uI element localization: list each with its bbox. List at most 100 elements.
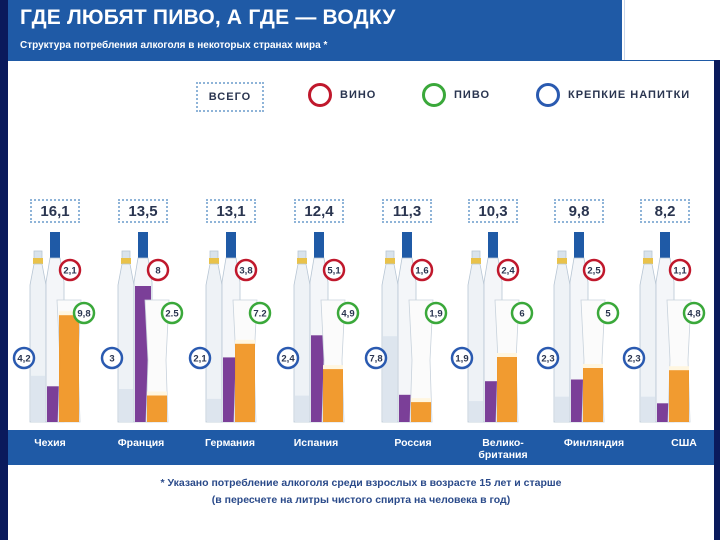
spirits-value-russia-label: 7,8 <box>369 354 382 365</box>
wine-value-france-label: 8 <box>155 266 160 277</box>
beer-value-germany-ring <box>248 301 272 325</box>
footnote-line2: (в пересчете на литры чистого спирта на … <box>211 494 511 506</box>
beer-foam-uk <box>497 353 517 357</box>
beer-value-france-ring <box>160 301 184 325</box>
wine-value-finland-label: 2,5 <box>587 266 601 277</box>
wine-value-usa-label: 1,1 <box>673 266 687 277</box>
beer-fill-finland <box>583 367 603 422</box>
header-banner: ГДЕ ЛЮБЯТ ПИВО, А ГДЕ — ВОДКУ Структура … <box>8 0 622 60</box>
beer-value-germany-label: 7.2 <box>253 309 266 320</box>
spirits-fill-usa <box>641 396 655 422</box>
header-right-panel <box>624 0 720 60</box>
wine-value-russia-label: 1,6 <box>415 266 428 277</box>
beer-foam-finland <box>583 364 603 368</box>
wine-cork-spain <box>314 232 324 258</box>
footnote: * Указано потребление алкоголя среди взр… <box>8 475 714 509</box>
spirits-fill-germany <box>207 398 221 422</box>
country-spain: Испания <box>293 437 339 449</box>
beer-value-finland-label: 5 <box>605 309 611 320</box>
spirits-cap-usa <box>643 258 653 264</box>
spirits-value-france-ring <box>100 346 124 370</box>
spirits-value-czech-label: 4,2 <box>17 354 30 365</box>
spirits-value-uk-label: 1,9 <box>455 354 468 365</box>
spirits-value-russia-ring <box>364 346 388 370</box>
beer-value-spain-ring <box>336 301 360 325</box>
wine-cork-germany <box>226 232 236 258</box>
beer-glass-russia <box>408 299 434 423</box>
country-france: Франция <box>117 437 165 449</box>
beer-fill-france <box>147 394 167 422</box>
country-uk: Велико- британия <box>463 437 543 461</box>
beer-fill-russia <box>411 401 431 422</box>
wine-value-spain-ring <box>322 258 346 282</box>
beer-fill-germany <box>235 342 255 422</box>
wine-value-spain-label: 5,1 <box>327 266 341 277</box>
wine-value-france-ring <box>146 258 170 282</box>
legend-wine-label: ВИНО <box>340 89 377 101</box>
spirits-fill-france <box>119 389 133 422</box>
country-russia: Россия <box>394 437 432 449</box>
beer-value-usa-label: 4,8 <box>687 309 700 320</box>
spirits-value-usa-ring <box>622 346 646 370</box>
spirits-value-usa-label: 2,3 <box>627 354 640 365</box>
footnote-text-1: * Указано потребление алкоголя среди взр… <box>160 477 562 489</box>
spirits-cap-germany <box>209 258 219 264</box>
beer-fill-spain <box>323 368 343 422</box>
wine-value-russia-ring <box>410 258 434 282</box>
footnote-line1: * Указано потребление алкоголя среди взр… <box>8 475 714 492</box>
spirits-cap-finland <box>557 258 567 264</box>
spirits-cap-czech <box>33 258 43 264</box>
spirits-fill-spain <box>295 395 309 422</box>
wine-cork-usa <box>660 232 670 258</box>
legend-spirits-label: КРЕПКИЕ НАПИТКИ <box>568 89 691 101</box>
country-germany: Германия <box>205 437 255 449</box>
country-czech: Чехия <box>34 437 66 449</box>
spirits-fill-russia <box>383 336 397 422</box>
header-divider <box>8 60 720 61</box>
legend-spirits-ring-icon <box>536 83 560 107</box>
legend-wine: ВИНО <box>308 80 376 110</box>
wine-value-germany-label: 3,8 <box>239 266 252 277</box>
spirits-value-finland-ring <box>536 346 560 370</box>
spirits-bottle-uk <box>467 263 485 423</box>
beer-foam-france <box>147 391 167 396</box>
beer-foam-russia <box>411 398 431 403</box>
country-finland: Финляндия <box>563 437 625 449</box>
beer-foam-czech <box>59 311 79 316</box>
total-usa: 8,2 <box>640 199 690 223</box>
beer-value-finland-ring <box>596 301 620 325</box>
page-title: ГДЕ ЛЮБЯТ ПИВО, А ГДЕ — ВОДКУ <box>20 6 396 29</box>
spirits-bottle-germany <box>205 263 223 423</box>
wine-value-finland-ring <box>582 258 606 282</box>
wine-cork-france <box>138 232 148 258</box>
wine-cork-uk <box>488 232 498 258</box>
wine-value-czech-ring <box>58 258 82 282</box>
wine-cork-russia <box>402 232 412 258</box>
spirits-value-finland-label: 2,3 <box>541 354 554 365</box>
beer-foam-usa <box>669 366 689 371</box>
country-usa: США <box>671 437 697 449</box>
spirits-cap-uk <box>471 258 481 264</box>
spirits-value-spain-label: 2,4 <box>281 354 295 365</box>
beer-value-czech-ring <box>72 301 96 325</box>
left-edge-bar <box>0 0 8 540</box>
beer-value-uk-label: 6 <box>519 309 524 320</box>
beer-value-czech-label: 9,8 <box>77 309 90 320</box>
spirits-value-uk-ring <box>450 346 474 370</box>
spirits-value-germany-label: 2,1 <box>193 354 207 365</box>
legend-spirits: КРЕПКИЕ НАПИТКИ <box>536 80 690 110</box>
wine-value-usa-ring <box>668 258 692 282</box>
beer-value-russia-ring <box>424 301 448 325</box>
country-uk-line1: Велико- <box>482 437 524 449</box>
total-france: 13,5 <box>118 199 168 223</box>
beer-value-uk-ring <box>510 301 534 325</box>
beer-foam-germany <box>235 339 255 344</box>
beer-fill-usa <box>669 369 689 422</box>
total-germany: 13,1 <box>206 199 256 223</box>
legend-total-label: ВСЕГО <box>208 91 252 103</box>
beer-fill-czech <box>59 314 79 422</box>
beer-foam-spain <box>323 365 343 370</box>
legend-total: ВСЕГО <box>196 82 264 112</box>
beer-value-france-label: 2.5 <box>165 309 179 320</box>
